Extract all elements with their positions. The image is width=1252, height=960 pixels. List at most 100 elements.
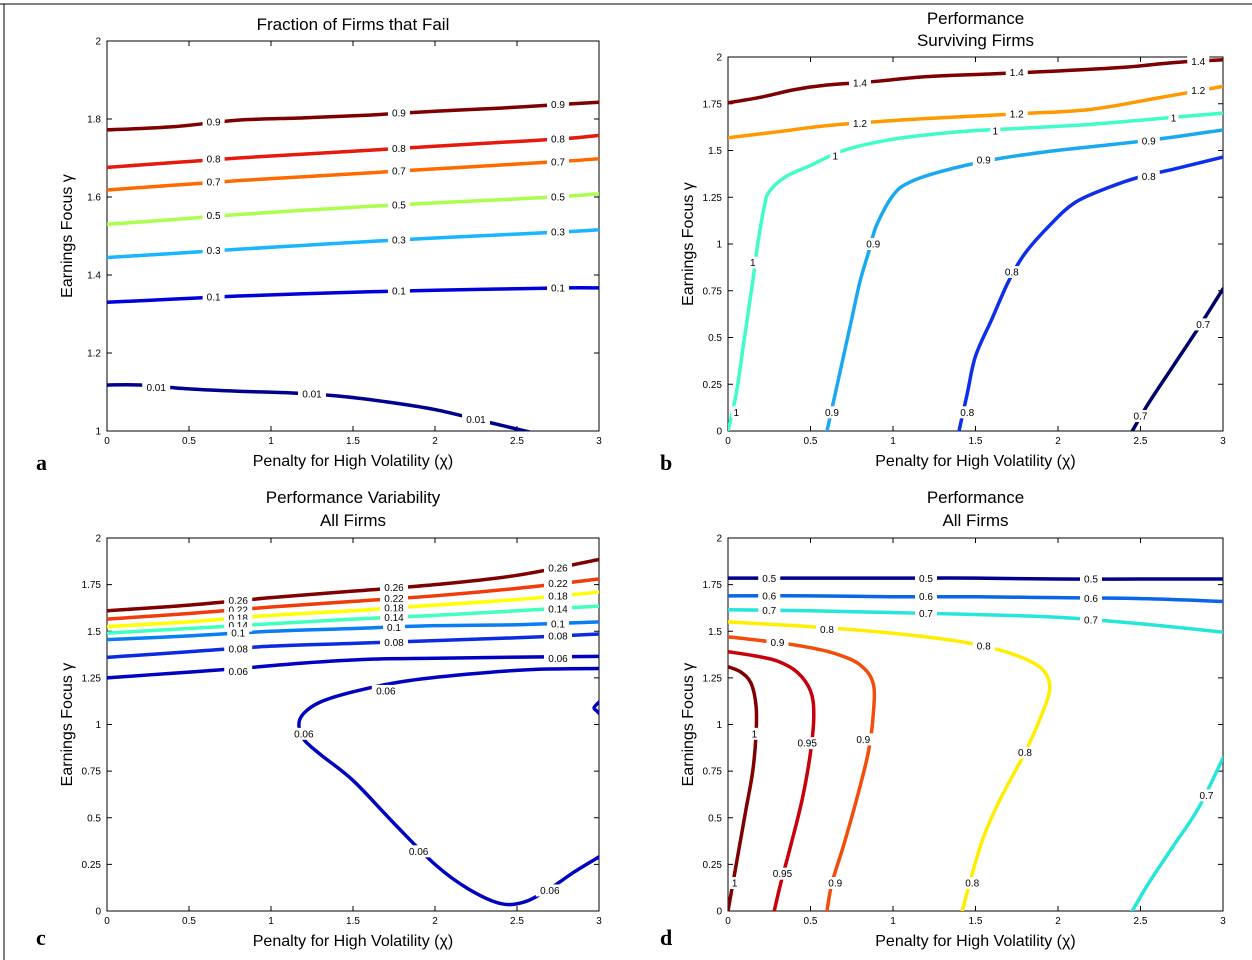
x-tick-label: 2 [432,916,438,927]
contour-label: 0.06 [376,686,396,697]
contour-label-bg [202,290,225,303]
contour-line-0.5 [728,576,1223,581]
contour-label-bg [227,627,250,640]
contour-label: 0.06 [294,729,314,740]
contour-label-bg [547,98,569,111]
y-tick-label: 0.25 [82,860,102,871]
contour-label: 0.7 [1134,412,1148,423]
x-tick-label: 2 [1055,436,1061,447]
contour-label: 0.22 [228,605,248,616]
panel-a: Fraction of Firms that Fail 0 0.5 1 1.5 2 2.5 3… [36,15,602,475]
contour-label-bg [731,406,742,419]
contour-label: 0.14 [384,613,404,624]
contour-label: 0.22 [384,594,404,605]
contour-label-bg [462,413,490,426]
contour-label: 0.8 [960,408,974,419]
contour-label: 0.9 [825,408,839,419]
contour-label-bg [1137,170,1160,183]
contour-label: 0.01 [466,415,486,426]
contour-label-bg [544,577,572,590]
contour-label-bg [972,640,995,653]
contour-label: 0.1 [207,292,221,303]
contour-label-bg [224,642,253,655]
contour-label: 0.08 [548,631,568,642]
contour-label: 0.5 [392,200,406,211]
contour-label-bg [380,601,408,614]
contour-label-bg [544,652,572,665]
chart-title: All Firms [320,511,386,530]
contour-label-bg [547,281,569,294]
contour-label-bg [298,387,326,400]
contour-label-bg [956,406,979,419]
contour-label: 0.5 [1084,575,1098,586]
x-tick-label: 0 [104,436,110,447]
contour-label: 0.14 [228,621,248,632]
y-tick-label: 0.5 [708,333,722,344]
contour-label: 0.7 [1200,791,1214,802]
contour-line-0.9 [728,635,877,911]
chart-title: All Firms [942,511,1008,530]
x-tick-label: 0.5 [804,916,818,927]
plot-area [727,537,1224,912]
x-tick-label: 1.5 [346,916,360,927]
contour-lines [107,100,599,431]
y-tick-label: 1.8 [87,115,101,126]
contour-label: 0.8 [1018,748,1032,759]
contour-label-bg [852,733,875,746]
x-axis-label: Penalty for High Volatility (χ) [875,453,1075,470]
y-tick-label: 1 [95,427,101,438]
contour-label-bg [224,665,253,678]
y-tick-label: 1.25 [82,673,102,684]
contour-label-bg [862,238,885,250]
contour-label: 0.9 [1142,137,1156,148]
contour-label: 1 [732,879,738,890]
contour-line-0.06 [297,666,599,907]
contour-label-bg [961,877,984,890]
contour-label-bg [758,590,781,603]
contour-label: 0.08 [384,638,404,649]
contour-label: 0.5 [919,574,933,585]
contour-label: 0.3 [551,228,565,239]
contour-label-bg [1137,135,1160,148]
x-tick-label: 0 [104,916,110,927]
contour-label-bg [380,581,408,594]
y-axis-label: Earnings Focus γ [680,663,697,787]
contour-label-bg [202,244,225,257]
x-tick-label: 0 [725,436,731,447]
chart-title: Performance [927,9,1024,28]
contour-label-bg [289,727,318,740]
contour-label: 0.01 [302,389,322,400]
y-tick-label: 2 [95,534,101,545]
contour-label-bg [387,284,410,297]
contour-label: 0.1 [387,623,401,634]
contour-label: 0.9 [207,118,221,129]
contour-label-bg [1195,789,1218,802]
contour-label-bg [142,381,171,394]
contour-line-0.5 [107,192,599,227]
contour-label-bg [972,153,995,166]
contour-label: 0.5 [551,193,565,204]
y-tick-label: 0.75 [703,767,723,778]
contour-label-bg [824,877,847,890]
y-axis-label: Earnings Focus γ [59,663,76,787]
x-axis-label: Penalty for High Volatility (χ) [253,453,453,470]
chart-title: Surviving Firms [917,31,1034,50]
x-tick-label: 1 [268,916,274,927]
contour-label: 0.8 [551,134,565,145]
contour-label-bg [404,845,433,858]
contour-line-0.1 [107,620,599,642]
contour-line-1.2 [728,84,1223,140]
panel-letter: b [660,450,672,475]
chart-title: Fraction of Firms that Fail [257,15,450,34]
contour-label: 0.8 [1005,268,1019,279]
contour-label: 0.3 [392,235,406,246]
contour-labels: 0.260.260.260.220.220.220.180.180.180.14… [224,561,572,897]
contour-line-0.06 [592,700,599,716]
contour-label-bg [544,561,572,574]
y-tick-label: 0 [95,907,101,918]
contour-label: 0.5 [207,211,221,222]
y-tick-label: 2 [716,53,722,64]
y-tick-label: 1 [95,720,101,731]
contour-line-0.26 [107,557,599,613]
contour-label: 0.95 [797,739,817,750]
